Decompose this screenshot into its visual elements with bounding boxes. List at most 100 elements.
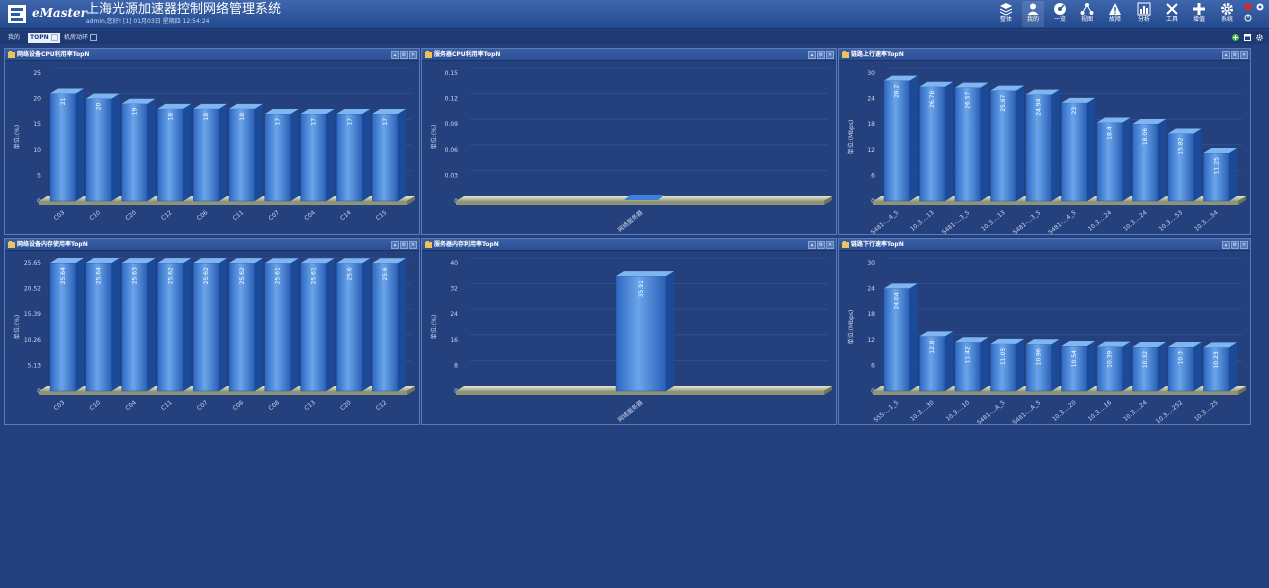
x-tick-label: C06 xyxy=(196,209,210,222)
y-axis-label: 单位:(%) xyxy=(13,125,21,149)
minimize-button[interactable]: ▴ xyxy=(391,241,399,249)
bar-top xyxy=(193,103,227,109)
data-label: 35.91 xyxy=(638,280,645,297)
y-tick-label: 0.09 xyxy=(445,121,459,128)
layout-icon[interactable] xyxy=(1244,34,1251,41)
bar-top xyxy=(883,75,918,81)
panel-title-bar: 服务器CPU利用率TopN ▴ ⚙ ✕ xyxy=(422,49,836,61)
data-label: 15.82 xyxy=(1178,137,1185,154)
panel-title: 服务器内存利用率TopN xyxy=(434,241,499,248)
power-icon[interactable] xyxy=(1244,14,1252,22)
data-label: 17 xyxy=(382,118,389,126)
panel-settings-button[interactable]: ⚙ xyxy=(817,241,825,249)
close-button[interactable]: ✕ xyxy=(1240,241,1248,249)
help-icon[interactable] xyxy=(1256,3,1264,11)
minimize-button[interactable]: ▴ xyxy=(808,51,816,59)
bar-side xyxy=(254,258,263,391)
y-axis-label: 单位:(Mbps) xyxy=(847,310,855,345)
chart-floor-front xyxy=(456,201,824,205)
minimize-button[interactable]: ▴ xyxy=(391,51,399,59)
tab-topn[interactable]: TOPN xyxy=(28,33,60,43)
bar xyxy=(919,336,946,392)
app-title: 上海光源加速器控制网络管理系统 xyxy=(86,2,282,17)
nav-item-system[interactable]: 系统 xyxy=(1216,1,1238,27)
bar xyxy=(1096,346,1123,392)
panel-settings-button[interactable]: ⚙ xyxy=(400,241,408,249)
bar-side xyxy=(909,283,918,391)
y-tick-label: 20 xyxy=(33,96,41,103)
data-label: 25.61 xyxy=(275,267,282,284)
bar-top xyxy=(919,331,954,337)
x-tick-label: C20 xyxy=(124,209,138,222)
y-axis-label: 单位:(%) xyxy=(430,315,438,339)
close-button[interactable]: ✕ xyxy=(409,51,417,59)
x-tick-label: C07 xyxy=(267,209,281,222)
close-button[interactable]: ✕ xyxy=(409,241,417,249)
x-tick-label: C12 xyxy=(375,399,389,412)
minimize-button[interactable]: ▴ xyxy=(1222,241,1230,249)
x-tick-label: S481-...3_5 xyxy=(941,209,972,234)
bar-side xyxy=(980,82,989,201)
nav-item-view[interactable]: 视图 xyxy=(1076,1,1098,27)
panel-settings-button[interactable]: ⚙ xyxy=(1231,51,1239,59)
bar-top xyxy=(919,81,954,87)
bar-side xyxy=(1122,117,1131,201)
tab-room-environment[interactable]: 机房动环 xyxy=(62,33,99,43)
nav-item-overview[interactable]: 一览 xyxy=(1049,1,1071,27)
x-tick-label: C06 xyxy=(232,399,246,412)
close-button[interactable]: ✕ xyxy=(826,51,834,59)
y-tick-label: 8 xyxy=(454,362,458,369)
y-tick-label: 18 xyxy=(867,311,875,318)
bar xyxy=(228,108,255,202)
bar xyxy=(615,275,667,392)
minimize-button[interactable]: ▴ xyxy=(1222,51,1230,59)
alarm-light-icon[interactable] xyxy=(1244,3,1252,11)
close-button[interactable]: ✕ xyxy=(826,241,834,249)
bar xyxy=(49,93,76,202)
bar-top xyxy=(990,85,1025,91)
y-tick-label: 0.03 xyxy=(445,172,459,179)
bar xyxy=(300,262,327,392)
chart-floor-side xyxy=(407,386,415,395)
nav-item-value-added[interactable]: 增值 xyxy=(1188,1,1210,27)
close-icon[interactable] xyxy=(50,34,58,41)
bar-side xyxy=(218,258,227,391)
x-tick-label: S481-...4_5 xyxy=(1047,209,1078,234)
add-icon[interactable] xyxy=(1232,34,1239,41)
nav-label: 整体 xyxy=(999,16,1012,23)
settings-icon[interactable] xyxy=(1256,34,1263,41)
data-label: 17 xyxy=(311,118,318,126)
nav-label: 分析 xyxy=(1137,16,1150,23)
x-tick-label: 10.3....30 xyxy=(909,399,936,423)
bar-top xyxy=(1203,148,1238,153)
bar-side xyxy=(666,271,674,391)
panel-settings-button[interactable]: ⚙ xyxy=(400,51,408,59)
chart-floor-side xyxy=(1238,386,1246,395)
bar-top xyxy=(121,258,156,264)
x-tick-label: C11 xyxy=(232,209,246,222)
nav-item-overall[interactable]: 整体 xyxy=(995,1,1017,27)
bar-top xyxy=(85,93,120,99)
nav-item-mine[interactable]: 我的 xyxy=(1022,1,1044,27)
close-button[interactable]: ✕ xyxy=(1240,51,1248,59)
nav-item-fault[interactable]: 故障 xyxy=(1104,1,1126,27)
close-icon[interactable] xyxy=(90,34,98,41)
bar-side xyxy=(1193,342,1202,391)
data-label: 10.54 xyxy=(1071,350,1078,367)
y-tick-label: 5 xyxy=(37,172,41,179)
bar xyxy=(264,113,291,202)
nav-item-analysis[interactable]: 分析 xyxy=(1133,1,1155,27)
panel-settings-button[interactable]: ⚙ xyxy=(1231,241,1239,249)
y-tick-label: 32 xyxy=(450,286,458,293)
bar-side xyxy=(111,258,120,391)
nav-item-tools[interactable]: 工具 xyxy=(1161,1,1183,27)
data-label: 12.8 xyxy=(929,340,936,354)
y-tick-label: 25.65 xyxy=(24,260,41,267)
bar-top xyxy=(1025,339,1060,345)
panel-settings-button[interactable]: ⚙ xyxy=(817,51,825,59)
bar-top xyxy=(990,338,1025,344)
bar-top xyxy=(50,258,84,264)
minimize-button[interactable]: ▴ xyxy=(808,241,816,249)
tab-mine[interactable]: 我的 xyxy=(6,33,22,43)
